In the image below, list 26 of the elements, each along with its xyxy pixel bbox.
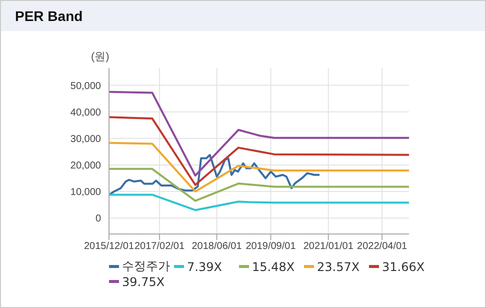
x-tick-label: 2021/01/01 [303,241,354,252]
line-series [109,90,409,177]
x-tick-label: 2017/02/01 [134,241,185,252]
line-series [109,154,321,196]
line-series [109,116,409,186]
x-tick-label: 2015/12/01 [84,241,134,252]
legend-label: 수정주가 [122,258,170,275]
legend-label: 15.48X [252,260,295,274]
line-series [109,194,409,212]
y-tick-label: 30,000 [70,134,102,145]
line-series [109,142,409,193]
legend-label: 23.57X [317,260,360,274]
legend-label: 7.39X [187,260,222,274]
x-tick-label: 2022/04/01 [357,241,408,252]
y-axis-title: (원) [91,50,110,64]
y-tick-label: 40,000 [70,107,102,118]
chart-title: PER Band [1,1,485,31]
y-tick-label: 0 [95,214,102,225]
legend-label: 31.66X [382,260,425,274]
legend-label: 39.75X [122,274,165,288]
x-tick-label: 2018/06/01 [192,241,242,252]
y-tick-label: 10,000 [70,187,102,198]
x-tick-label: 2019/09/01 [246,241,296,252]
line-series [109,168,409,202]
y-tick-label: 20,000 [70,160,102,172]
y-tick-label: 50,000 [70,80,102,92]
